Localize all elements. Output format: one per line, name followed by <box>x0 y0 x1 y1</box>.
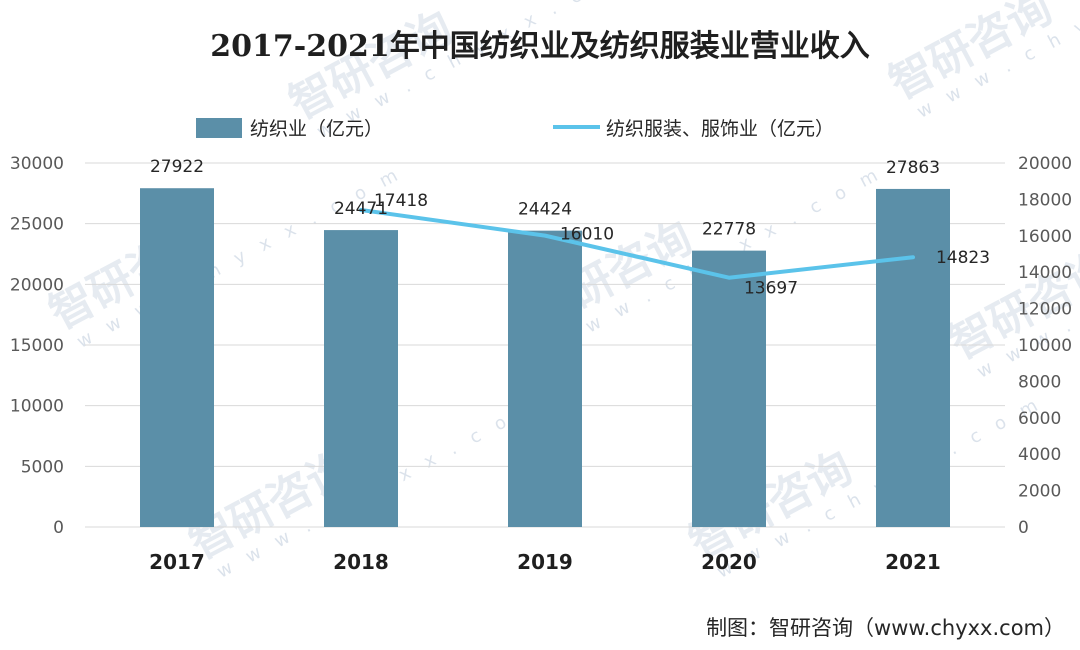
x-tick-label: 2019 <box>517 550 573 574</box>
y-right-tick-label: 10000 <box>1018 336 1072 356</box>
chart-title: 2017-2021年中国纺织业及纺织服装业营业收入 <box>210 29 869 64</box>
y-left-tick-label: 5000 <box>21 457 64 477</box>
y-right-tick-label: 16000 <box>1018 227 1072 247</box>
y-right-tick-label: 8000 <box>1018 372 1061 392</box>
legend-line-label: 纺织服装、服饰业（亿元） <box>606 118 834 140</box>
y-left-tick-label: 15000 <box>10 336 64 356</box>
y-right-tick-label: 0 <box>1018 518 1029 538</box>
bar-data-label: 27922 <box>150 157 204 177</box>
y-right-tick-label: 12000 <box>1018 300 1072 320</box>
y-left-tick-label: 10000 <box>10 397 64 417</box>
data-labels: 27922 24471 24424 22778 27863 17418 16010 13697… <box>150 157 990 299</box>
y-left-tick-label: 20000 <box>10 275 64 295</box>
legend-bar-swatch <box>196 118 242 138</box>
y-left-tick-label: 30000 <box>10 154 64 174</box>
source-credit: 制图：智研咨询（www.chyxx.com） <box>706 616 1065 640</box>
line-data-label: 16010 <box>560 225 614 245</box>
axes: 0 5000 10000 15000 20000 25000 30000 0 2000 4000 6… <box>10 154 1072 574</box>
bar-data-label: 24471 <box>334 199 388 219</box>
bar-series <box>140 188 950 528</box>
bar <box>876 188 950 527</box>
bar <box>140 188 214 527</box>
bar-data-label: 24424 <box>518 200 572 220</box>
bar <box>692 250 766 527</box>
line-data-label: 17418 <box>374 191 428 211</box>
line-series <box>359 207 915 280</box>
y-right-tick-label: 18000 <box>1018 190 1072 210</box>
y-right-tick-label: 2000 <box>1018 482 1061 502</box>
y-left-tick-label: 25000 <box>10 215 64 235</box>
y-right-tick-label: 4000 <box>1018 445 1061 465</box>
y-right-tick-label: 20000 <box>1018 154 1072 174</box>
y-right-tick-label: 6000 <box>1018 409 1061 429</box>
bar-data-label: 22778 <box>702 220 756 240</box>
legend: 纺织业（亿元） 纺织服装、服饰业（亿元） <box>196 118 834 140</box>
line-path <box>359 207 915 280</box>
legend-bar-label: 纺织业（亿元） <box>250 118 383 140</box>
x-tick-label: 2021 <box>885 550 941 574</box>
y-left-tick-label: 0 <box>53 518 64 538</box>
line-data-label: 14823 <box>936 248 990 268</box>
x-tick-label: 2018 <box>333 550 389 574</box>
x-tick-label: 2017 <box>149 550 205 574</box>
line-data-label: 13697 <box>744 279 798 299</box>
x-tick-label: 2020 <box>701 550 757 574</box>
bar-data-label: 27863 <box>886 158 940 178</box>
bar <box>324 230 398 527</box>
y-right-tick-label: 14000 <box>1018 263 1072 283</box>
bar <box>508 230 582 528</box>
